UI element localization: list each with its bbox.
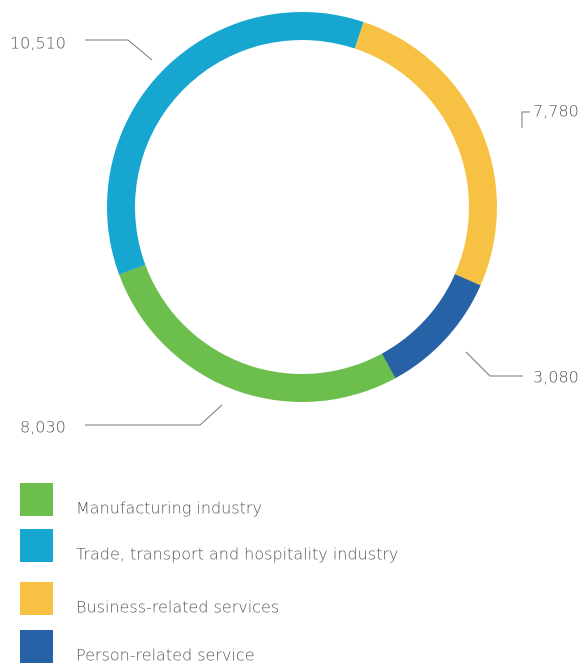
legend-label: Manufacturing industry	[76, 499, 262, 518]
donut-segment	[381, 274, 481, 379]
value-label: 3,080	[533, 368, 579, 387]
donut-segment	[107, 11, 364, 275]
leader-line	[465, 351, 523, 377]
value-label: 8,030	[20, 418, 66, 437]
donut-segment	[119, 264, 396, 403]
leader-line	[521, 111, 530, 128]
value-label: 10,510	[10, 34, 66, 53]
legend-swatch	[20, 483, 53, 516]
legend-label: Person-related service	[76, 646, 255, 665]
value-label: 7,780	[533, 102, 579, 121]
legend-label: Trade, transport and hospitality industr…	[76, 545, 398, 564]
leader-line	[85, 404, 223, 426]
leader-line	[85, 39, 153, 61]
donut-segment	[354, 21, 498, 286]
legend-swatch	[20, 582, 53, 615]
legend-swatch	[20, 529, 53, 562]
legend-swatch	[20, 630, 53, 663]
legend-label: Business-related services	[76, 598, 279, 617]
